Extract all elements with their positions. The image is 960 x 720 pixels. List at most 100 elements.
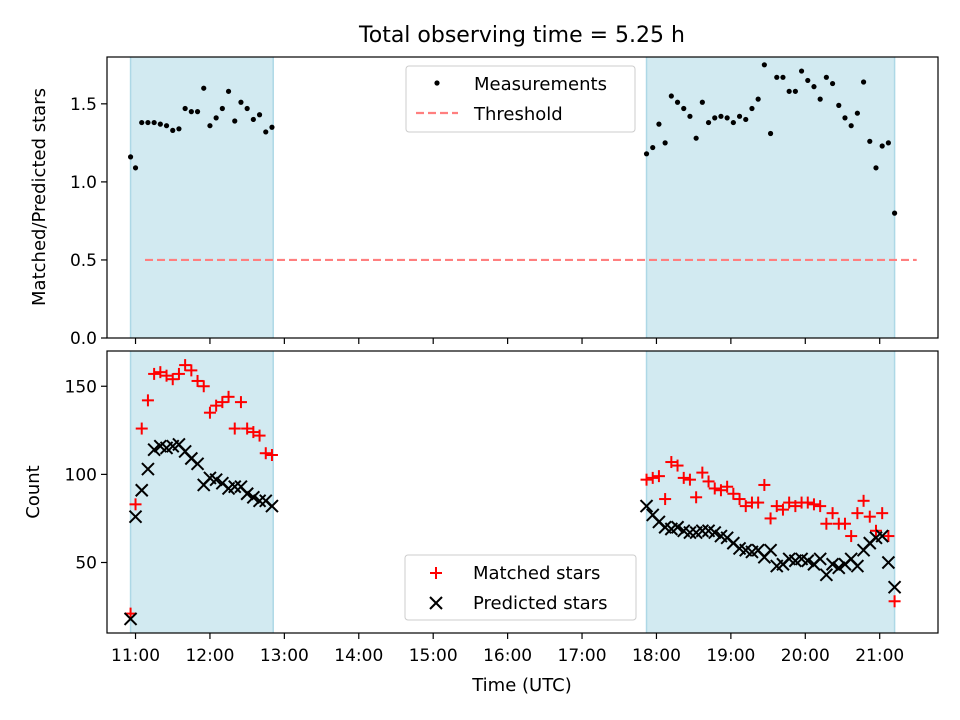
predicted-star-point xyxy=(850,559,865,573)
measurement-point xyxy=(201,85,207,91)
matched-star-point xyxy=(640,473,653,486)
matched-star-point xyxy=(826,507,839,520)
measurement-point xyxy=(182,105,188,112)
matched-star-point xyxy=(154,366,167,379)
legend-matched-label: Matched stars xyxy=(473,563,600,584)
matched-star-point xyxy=(148,367,161,380)
measurement-point xyxy=(736,113,743,119)
measurement-point xyxy=(805,77,811,84)
matched-star-point xyxy=(888,595,901,608)
chart-title: Total observing time = 5.25 h xyxy=(358,23,685,48)
matched-star-point xyxy=(721,480,734,493)
observing-window-2 xyxy=(646,57,895,338)
predicted-star-point xyxy=(708,525,722,540)
bottom-panel-y-ticks: 50 100 150 xyxy=(65,377,107,574)
matched-star-point xyxy=(129,498,142,511)
matched-star-point xyxy=(216,396,229,409)
bottom-panel-ylabel: Count xyxy=(23,465,44,518)
bottom-panel-count-points xyxy=(123,359,902,626)
measurement-point xyxy=(780,74,786,80)
x-tick-label: 18:00 xyxy=(632,646,681,666)
matched-star-point xyxy=(882,530,895,543)
predicted-star-point xyxy=(147,442,161,457)
x-tick-label: 21:00 xyxy=(855,646,904,666)
matched-star-point xyxy=(776,503,789,516)
x-tick-label: 17:00 xyxy=(558,646,607,666)
matched-star-point xyxy=(851,507,864,520)
measurement-point xyxy=(842,115,848,121)
measurement-point xyxy=(250,116,256,123)
matched-star-point xyxy=(764,512,777,525)
legend-measurements-marker xyxy=(434,80,440,86)
measurement-point xyxy=(860,79,867,85)
measurement-point xyxy=(786,88,792,94)
predicted-star-point xyxy=(135,483,149,497)
bottom-panel-x-ticks: 11:00 12:00 13:00 14:00 15:00 16:00 17:00 18:00… xyxy=(111,633,904,666)
measurement-point xyxy=(712,115,718,121)
top-panel-measurement-points xyxy=(127,62,898,216)
matched-star-point xyxy=(789,500,802,513)
predicted-star-point xyxy=(209,472,223,487)
matched-star-point xyxy=(659,493,672,506)
matched-star-point xyxy=(222,390,235,403)
predicted-star-point xyxy=(639,499,654,513)
matched-star-point xyxy=(228,422,241,435)
matched-star-point xyxy=(677,471,690,484)
measurement-point xyxy=(213,115,219,121)
measurement-point xyxy=(829,80,836,87)
measurement-point xyxy=(761,62,767,68)
legend-matched-marker xyxy=(430,567,442,579)
matched-star-point xyxy=(845,530,858,543)
matched-star-point xyxy=(141,394,154,407)
measurement-point xyxy=(668,93,674,99)
top-panel-ylabel: Matched/Predicted stars xyxy=(29,88,50,306)
matched-star-point xyxy=(752,496,765,509)
matched-star-point xyxy=(727,487,740,500)
measurement-point xyxy=(774,74,780,80)
matched-star-point xyxy=(652,470,665,483)
x-axis-label: Time (UTC) xyxy=(471,675,572,696)
matched-star-point xyxy=(646,471,659,484)
measurement-point xyxy=(238,99,244,105)
predicted-star-point xyxy=(763,543,778,557)
y-tick-label: 0.5 xyxy=(70,251,97,271)
matched-star-point xyxy=(671,459,684,472)
measurement-point xyxy=(163,123,170,129)
measurement-point xyxy=(867,138,873,144)
matched-star-point xyxy=(814,500,827,513)
matched-star-point xyxy=(696,466,709,479)
matched-star-point xyxy=(690,491,703,504)
predicted-star-point xyxy=(825,557,840,571)
measurement-point xyxy=(263,129,269,135)
matched-star-point xyxy=(160,369,173,382)
top-panel-x-ticks xyxy=(134,338,881,344)
matched-star-point xyxy=(876,507,889,520)
measurement-point xyxy=(225,88,232,94)
predicted-star-point xyxy=(252,494,267,508)
matched-star-point xyxy=(179,359,192,372)
x-tick-label: 20:00 xyxy=(781,646,830,666)
matched-star-point xyxy=(758,478,771,491)
matched-star-point xyxy=(820,517,833,530)
predicted-star-point xyxy=(190,457,205,471)
predicted-star-point xyxy=(128,509,143,524)
matched-star-point xyxy=(702,475,715,488)
measurement-point xyxy=(650,144,656,151)
x-tick-label: 12:00 xyxy=(185,646,234,666)
matched-star-point xyxy=(135,422,148,435)
matched-star-point xyxy=(166,373,179,386)
matched-star-point xyxy=(234,396,247,409)
measurement-point xyxy=(699,99,705,105)
y-tick-label: 100 xyxy=(65,465,97,485)
matched-star-point xyxy=(838,517,851,530)
matched-star-point xyxy=(863,510,876,523)
legend-threshold-label: Threshold xyxy=(473,104,563,125)
matched-star-point xyxy=(714,484,727,497)
legend-predicted-label: Predicted stars xyxy=(473,593,607,614)
measurement-point xyxy=(127,154,134,160)
y-tick-label: 1.0 xyxy=(70,173,97,193)
measurement-point xyxy=(269,124,275,130)
matched-star-point xyxy=(197,380,210,393)
y-tick-label: 1.5 xyxy=(70,95,97,115)
